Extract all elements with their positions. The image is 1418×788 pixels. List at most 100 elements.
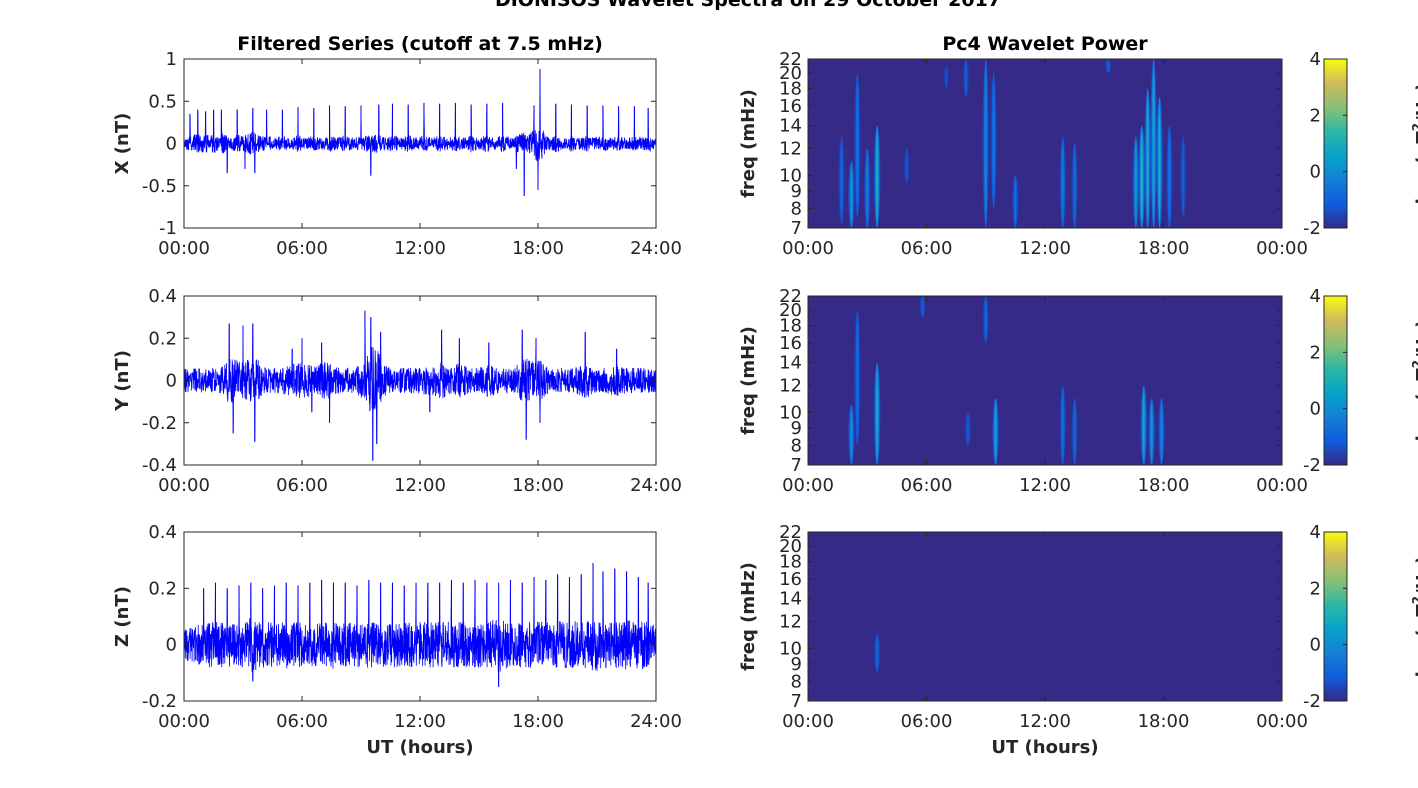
colorbar-tick-label: 4 — [1310, 522, 1321, 543]
figure-title: DIONISOS Wavelet Spectra on 29 October 2… — [495, 0, 1001, 11]
x-tick-label: 06:00 — [901, 238, 953, 259]
power-streak-5 — [873, 125, 881, 228]
series-trace — [183, 562, 657, 687]
streak-layer — [984, 71, 987, 216]
x-tick-label: 00:00 — [1256, 238, 1308, 259]
colorbar-label-part: (nT — [1413, 131, 1418, 165]
colorbar: -2024log2(nT2/Hz) — [1303, 522, 1418, 712]
y-tick-label: 18 — [779, 552, 802, 573]
y-axis-label: Z (nT) — [112, 586, 133, 647]
streak-layer — [967, 414, 969, 443]
y-axis-label: freq (mHz) — [738, 562, 759, 671]
streak-layer — [850, 166, 853, 223]
streak-layer — [1140, 133, 1143, 221]
x-tick-label: 06:00 — [276, 711, 328, 732]
streak-layer — [856, 320, 859, 436]
y-tick-label: 1 — [166, 49, 177, 70]
colorbar-label-part: /Hz) — [1413, 320, 1418, 360]
y-tick-label: 14 — [779, 589, 802, 610]
power-streak-12 — [1059, 136, 1066, 228]
power-streak-5 — [964, 412, 972, 446]
y-tick-label: 12 — [779, 138, 802, 159]
y-axis-label: freq (mHz) — [738, 89, 759, 198]
power-streak-17 — [1144, 88, 1151, 228]
power-streak-21 — [1180, 136, 1187, 218]
y-tick-label: 9 — [791, 418, 802, 439]
y-tick-label: 7 — [791, 455, 802, 476]
y-tick-label: 20 — [779, 63, 802, 84]
colorbar-label-part: (nT — [1413, 368, 1418, 402]
y-tick-label: -1 — [159, 218, 177, 239]
x-tick-label: 24:00 — [630, 475, 682, 496]
x-tick-label: 00:00 — [782, 475, 834, 496]
y-tick-label: 9 — [791, 654, 802, 675]
power-streak-1 — [848, 405, 855, 465]
power-streak-6 — [903, 148, 910, 183]
colorbar-label: log2(nT2/Hz) — [1410, 556, 1418, 678]
colorbar-label-part: (nT — [1413, 604, 1418, 638]
streak-layer — [1073, 148, 1076, 222]
power-streak-7 — [943, 65, 950, 89]
y-tick-label: 10 — [779, 165, 802, 186]
streak-layer — [965, 61, 967, 95]
series-trace — [183, 69, 657, 196]
streak-layer — [1014, 179, 1017, 225]
power-streak-2 — [848, 161, 855, 228]
colorbar-label-part: log — [1413, 410, 1418, 441]
colorbar-gradient — [1323, 58, 1348, 229]
streak-layer — [1182, 142, 1185, 212]
y-tick-label: 0 — [166, 134, 177, 155]
power-streak-2 — [854, 310, 861, 446]
y-tick-label: 16 — [779, 333, 802, 354]
x-tick-label: 06:00 — [276, 238, 328, 259]
y-tick-label: 0.4 — [148, 286, 177, 307]
streak-layer — [876, 637, 878, 670]
y-tick-label: 0.2 — [148, 328, 177, 349]
streak-layer — [1150, 403, 1153, 460]
streak-layer — [876, 133, 878, 221]
x-tick-label: 00:00 — [782, 238, 834, 259]
colorbar-label-part: log — [1413, 646, 1418, 677]
x-tick-label: 00:00 — [1256, 475, 1308, 496]
y-tick-label: 0.5 — [148, 91, 177, 112]
y-tick-label: 18 — [779, 79, 802, 100]
x-tick-label: 00:00 — [158, 711, 210, 732]
y-tick-label: 0 — [166, 371, 177, 392]
x-tick-label: 00:00 — [158, 238, 210, 259]
streak-layer — [984, 299, 987, 340]
streak-layer — [945, 67, 948, 87]
colorbar-tick-label: -2 — [1303, 218, 1321, 239]
power-streak-11 — [1012, 175, 1019, 228]
y-tick-label: 7 — [791, 218, 802, 239]
colorbar-tick-label: 0 — [1310, 162, 1321, 183]
streak-layer — [1158, 106, 1161, 219]
y-tick-label: 0 — [166, 635, 177, 656]
x-tick-label: 00:00 — [1256, 711, 1308, 732]
colorbar-tick-label: 4 — [1310, 49, 1321, 70]
y-tick-label: -0.4 — [142, 455, 177, 476]
colorbar-tick-label: 2 — [1310, 105, 1321, 126]
y-tick-label: -0.2 — [142, 413, 177, 434]
colorbar-tick-label: 0 — [1310, 399, 1321, 420]
y-axis-label: Y (nT) — [112, 350, 133, 412]
power-background — [808, 296, 1282, 465]
streak-layer — [1061, 391, 1064, 460]
x-axis-label: UT (hours) — [991, 737, 1098, 758]
y-tick-label: 14 — [779, 353, 802, 374]
y-tick-label: 22 — [779, 286, 802, 307]
x-tick-label: 18:00 — [512, 475, 564, 496]
y-tick-label: 0.2 — [148, 578, 177, 599]
power-streak-13 — [1071, 142, 1078, 228]
panel-title: Pc4 Wavelet Power — [942, 33, 1148, 55]
x-tick-label: 06:00 — [901, 711, 953, 732]
y-tick-label: 9 — [791, 181, 802, 202]
colorbar-label-part: /Hz) — [1413, 556, 1418, 596]
power-streak-6 — [982, 296, 989, 343]
x-tick-label: 18:00 — [1138, 238, 1190, 259]
y-tick-label: 22 — [779, 522, 802, 543]
colorbar-tick-label: 0 — [1310, 635, 1321, 656]
power-streak-3 — [854, 73, 861, 218]
colorbar-label-part: log — [1413, 173, 1418, 204]
y-tick-label: 8 — [791, 435, 802, 456]
x-tick-label: 12:00 — [394, 475, 446, 496]
